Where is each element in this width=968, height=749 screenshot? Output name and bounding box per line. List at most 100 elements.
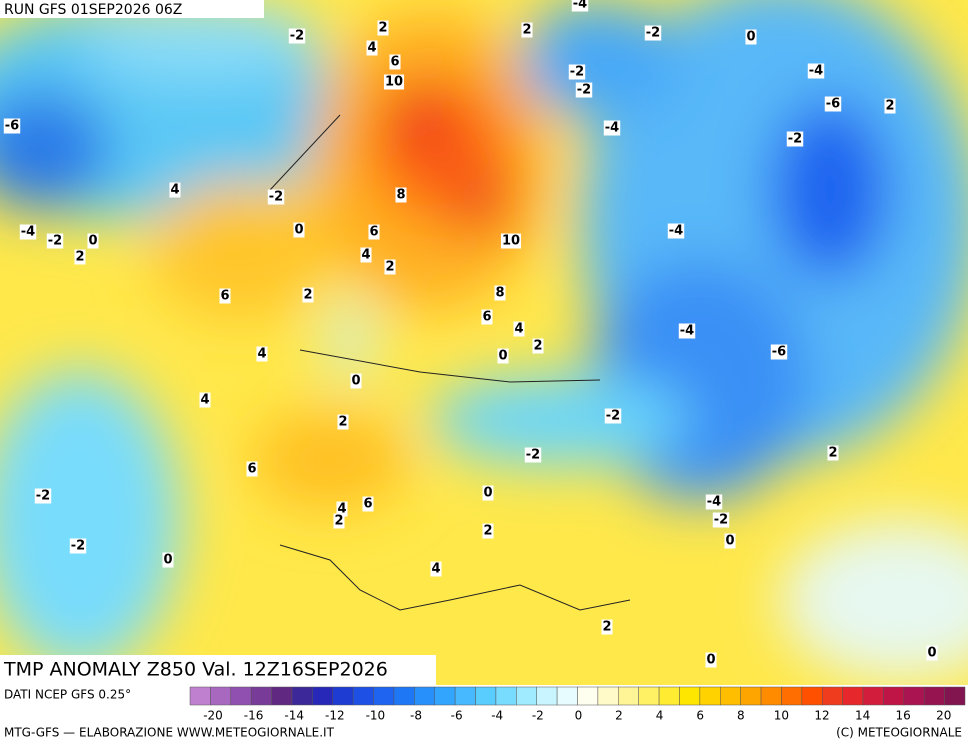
contour-label-bg: [705, 494, 723, 510]
contour-label: -2: [714, 513, 728, 528]
contour-label: -2: [570, 65, 584, 80]
colorbar-label: -6: [451, 709, 463, 723]
contour-label-bg: [368, 224, 380, 240]
colorbar-cell: [393, 686, 415, 706]
colorbar-cell: [944, 686, 966, 706]
contour-label-bg: [383, 74, 405, 90]
header-box: [0, 0, 264, 18]
colorbar-label: -20: [203, 709, 223, 723]
colorbar-cell: [352, 686, 374, 706]
contour-label: 4: [200, 393, 209, 408]
contour-label: -4: [21, 225, 35, 240]
colorbar-cell: [618, 686, 639, 706]
colorbar-label: 6: [696, 709, 704, 723]
contour-label: 0: [88, 234, 97, 249]
colorbar-cell: [720, 686, 741, 706]
contour-label-bg: [333, 513, 345, 529]
colorbar-label: -8: [410, 709, 422, 723]
contour-label-bg: [571, 0, 589, 12]
contour-label-bg: [267, 189, 285, 205]
contour-label-bg: [603, 120, 621, 136]
contour-label: -2: [646, 26, 660, 41]
contour-label: 0: [927, 646, 936, 661]
colorbar-cell: [414, 686, 435, 706]
contour-label: -6: [772, 345, 786, 360]
contour-label: 4: [431, 562, 440, 577]
contour-label-bg: [34, 488, 52, 504]
contour-label-bg: [827, 445, 839, 461]
contour-label: 4: [367, 41, 376, 56]
contour-label-bg: [19, 224, 37, 240]
contour-label-bg: [377, 20, 389, 36]
contour-label-bg: [293, 222, 305, 238]
footer-right: (C) METEOGIORNALE: [836, 726, 962, 740]
contour-label: 2: [483, 524, 492, 539]
colorbar-label: 4: [656, 709, 664, 723]
contour-label: -4: [809, 64, 823, 79]
colorbar-label: 16: [896, 709, 911, 723]
colorbar-cell: [883, 686, 905, 706]
contour-label: 2: [828, 446, 837, 461]
colorbar-cell: [312, 686, 334, 706]
contour-label: 8: [396, 188, 405, 203]
contour-label: 0: [706, 653, 715, 668]
contour-label-bg: [705, 652, 717, 668]
colorbar-cell: [475, 686, 497, 706]
contour-label-bg: [360, 247, 372, 263]
contour-label-bg: [521, 22, 533, 38]
colorbar-cell: [373, 686, 395, 706]
contour-label-bg: [745, 29, 757, 45]
colorbar-label: 10: [774, 709, 789, 723]
contour-label-bg: [169, 182, 181, 198]
contour-label: 6: [220, 289, 229, 304]
contour-label-bg: [219, 288, 231, 304]
contour-label-bg: [302, 287, 314, 303]
colorbar-label: 8: [737, 709, 745, 723]
colorbar-cell: [250, 686, 272, 706]
contour-label: -2: [606, 409, 620, 424]
colorbar-cell: [577, 686, 599, 706]
contour-label-bg: [288, 28, 306, 44]
colorbar-label: 2: [615, 709, 623, 723]
colorbar-label: 0: [575, 709, 583, 723]
contour-label: -6: [5, 119, 19, 134]
contour-label: 6: [390, 55, 399, 70]
contour-label: 10: [385, 75, 403, 90]
contour-label-bg: [430, 561, 442, 577]
contour-label-bg: [644, 25, 662, 41]
contour-label: 6: [369, 225, 378, 240]
contour-label: 8: [495, 286, 504, 301]
contour-label: 2: [334, 514, 343, 529]
contour-label-bg: [604, 408, 622, 424]
contour-label: 2: [378, 21, 387, 36]
contour-label-bg: [824, 96, 842, 112]
colorbar-label: -2: [532, 709, 544, 723]
contour-label: 2: [522, 23, 531, 38]
colorbar-cell: [740, 686, 762, 706]
contour-label-bg: [362, 496, 374, 512]
contour-label-bg: [337, 414, 349, 430]
colorbar-cell: [821, 686, 843, 706]
contour-label: -2: [577, 83, 591, 98]
colorbar-label: 14: [855, 709, 870, 723]
contour-label-bg: [500, 233, 522, 249]
title-box: [0, 655, 436, 685]
contour-label-bg: [667, 223, 685, 239]
colorbar-label: -10: [366, 709, 386, 723]
contour-label: 0: [725, 534, 734, 549]
contour-label-bg: [395, 187, 407, 203]
contour-label: 0: [483, 486, 492, 501]
contour-label: 2: [385, 260, 394, 275]
colorbar-cell: [760, 686, 782, 706]
contour-label-bg: [384, 259, 396, 275]
contour-label-bg: [884, 98, 896, 114]
colorbar-cell: [536, 686, 558, 706]
contour-label-bg: [199, 392, 211, 408]
colorbar-cell: [801, 686, 823, 706]
colorbar-label: 20: [936, 709, 951, 723]
contour-label: 2: [602, 620, 611, 635]
footer-left: MTG-GFS — ELABORAZIONE WWW.METEOGIORNALE…: [4, 726, 335, 740]
colorbar-label: -4: [491, 709, 503, 723]
contour-label: 2: [75, 250, 84, 265]
contour-label: 10: [502, 234, 520, 249]
